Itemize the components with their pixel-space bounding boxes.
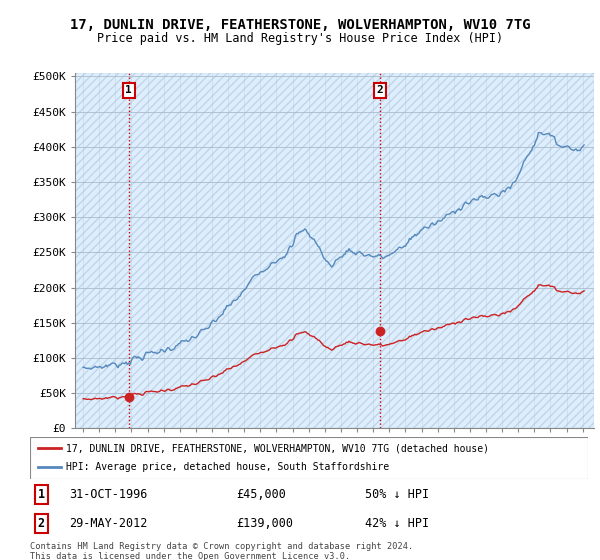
Text: 17, DUNLIN DRIVE, FEATHERSTONE, WOLVERHAMPTON, WV10 7TG (detached house): 17, DUNLIN DRIVE, FEATHERSTONE, WOLVERHA… [66,443,489,453]
Text: 1: 1 [125,86,132,95]
Text: £45,000: £45,000 [236,488,286,501]
Text: £139,000: £139,000 [236,517,293,530]
Bar [75,73,594,428]
Text: 1: 1 [38,488,45,501]
Text: Price paid vs. HM Land Registry's House Price Index (HPI): Price paid vs. HM Land Registry's House … [97,32,503,45]
Text: 2: 2 [38,517,45,530]
Text: 50% ↓ HPI: 50% ↓ HPI [365,488,429,501]
Text: Contains HM Land Registry data © Crown copyright and database right 2024.
This d: Contains HM Land Registry data © Crown c… [30,542,413,560]
Text: 2: 2 [377,86,383,95]
Text: 42% ↓ HPI: 42% ↓ HPI [365,517,429,530]
Text: HPI: Average price, detached house, South Staffordshire: HPI: Average price, detached house, Sout… [66,463,389,473]
Text: 29-MAY-2012: 29-MAY-2012 [69,517,148,530]
Text: 17, DUNLIN DRIVE, FEATHERSTONE, WOLVERHAMPTON, WV10 7TG: 17, DUNLIN DRIVE, FEATHERSTONE, WOLVERHA… [70,18,530,32]
Text: 31-OCT-1996: 31-OCT-1996 [69,488,148,501]
